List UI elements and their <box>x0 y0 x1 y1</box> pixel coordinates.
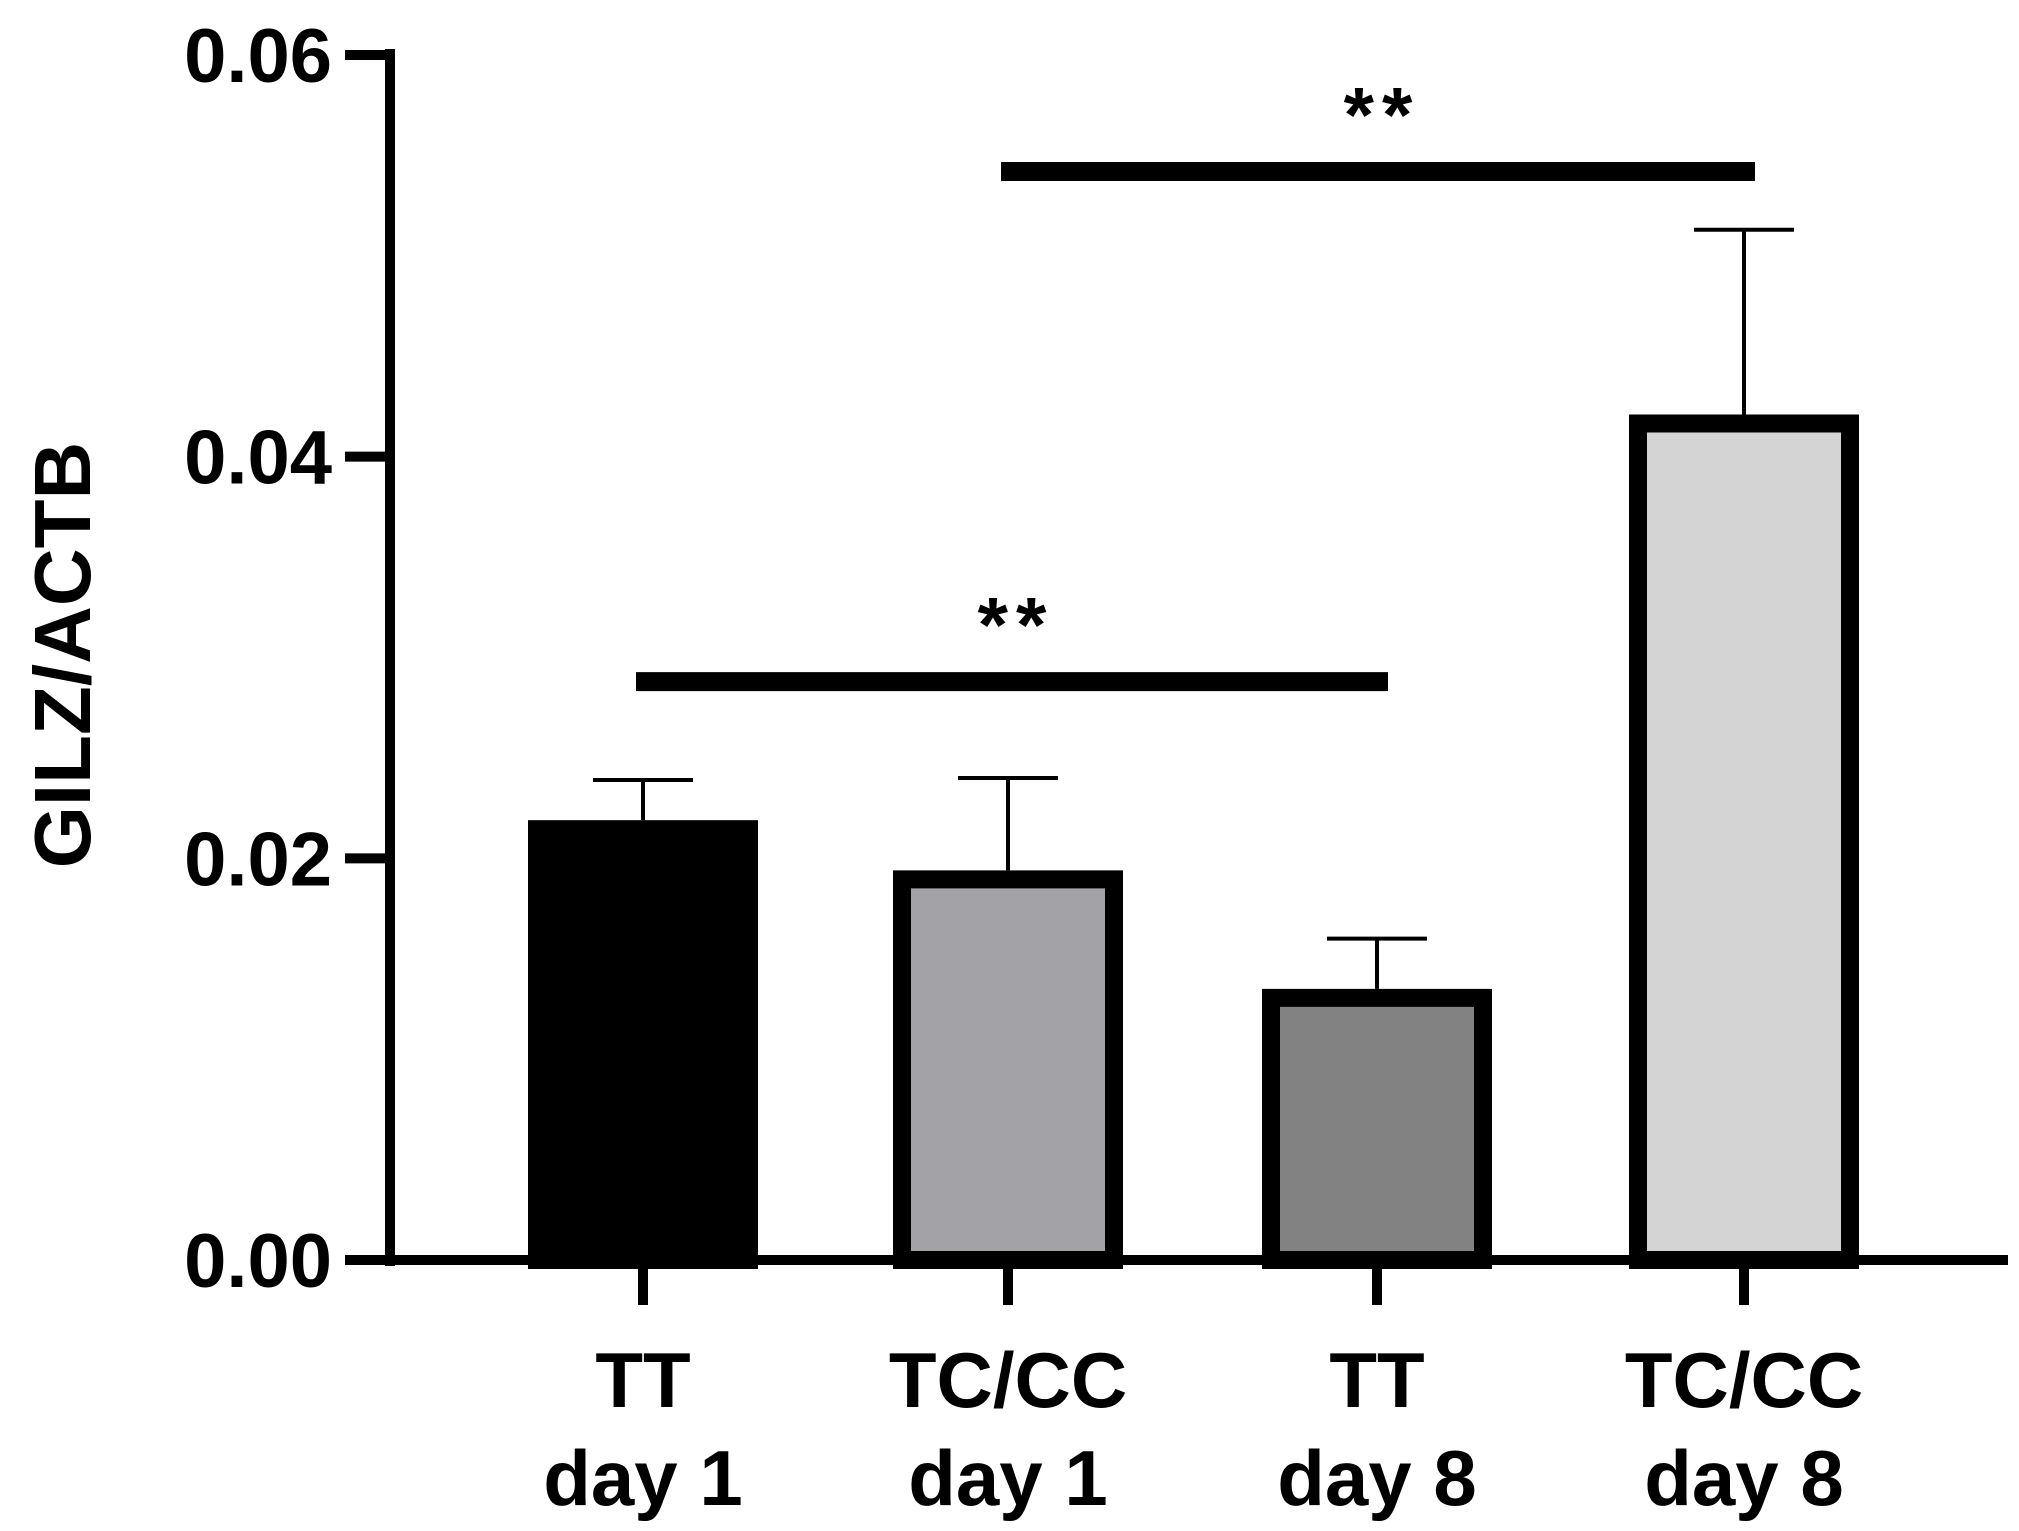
bar <box>893 870 1123 1270</box>
bar <box>1262 988 1492 1269</box>
x-tick-label-line1: TC/CC <box>1625 1336 1863 1424</box>
x-tick-label-line2: day 1 <box>908 1434 1107 1522</box>
x-tick-label-line1: TC/CC <box>889 1336 1127 1424</box>
bar <box>528 820 758 1269</box>
y-tick-label: 0.04 <box>184 416 332 501</box>
x-tick-label-line2: day 8 <box>1644 1434 1843 1522</box>
y-tick-label: 0.06 <box>184 14 332 99</box>
y-tick-label: 0.02 <box>184 817 332 902</box>
y-tick-label: 0.00 <box>184 1219 332 1304</box>
x-tick-label-line2: day 1 <box>543 1434 742 1522</box>
x-tick-label-line1: TT <box>595 1336 690 1424</box>
y-axis-title: GILZ/ACTB <box>18 442 107 869</box>
y-axis: 0.00 0.02 0.04 0.06 <box>184 14 395 1304</box>
x-axis: TT day 1 TC/CC day 1 TT day 8 TC/CC day 8 <box>345 1255 2008 1522</box>
significance-label: ** <box>978 581 1055 669</box>
x-tick-label-line1: TT <box>1329 1336 1424 1424</box>
bar <box>1629 414 1859 1270</box>
bars <box>528 227 1859 1270</box>
x-tick-label-line2: day 8 <box>1277 1434 1476 1522</box>
significance-label: ** <box>1344 70 1421 158</box>
significance-annotations: ** ** <box>636 70 1755 692</box>
